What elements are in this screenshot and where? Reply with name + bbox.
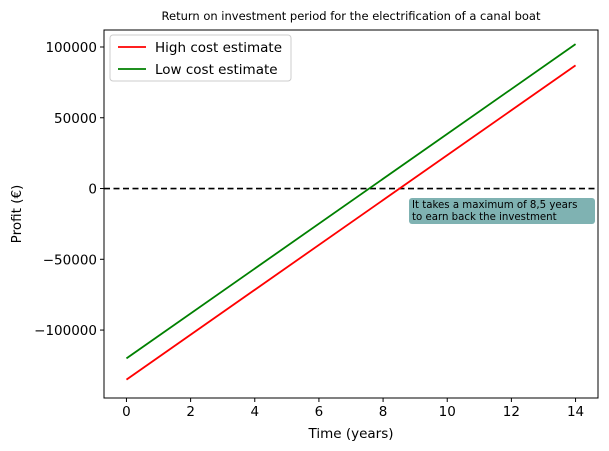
x-axis-title: Time (years) (307, 426, 393, 442)
chart-title: Return on investment period for the elec… (162, 9, 541, 23)
x-tick-label: 0 (122, 404, 131, 420)
annotation-line-2: to earn back the investment (412, 212, 557, 223)
y-tick-label: −100000 (34, 323, 97, 339)
series-layer (104, 43, 598, 381)
legend: High cost estimate Low cost estimate (109, 34, 292, 82)
axes-layer: 0 2 4 6 8 10 12 14 −100000 −50000 0 50000 100000 (34, 40, 584, 420)
annotation-line-1: It takes a maximum of 8,5 years (412, 200, 577, 211)
x-tick-label: 2 (186, 404, 195, 420)
y-tick-label: 0 (88, 182, 97, 198)
legend-box (109, 34, 292, 82)
y-tick-label: −50000 (43, 252, 97, 268)
legend-label-high-cost: High cost estimate (155, 40, 282, 56)
plot-frame (103, 29, 599, 399)
series-line-low-cost (125, 43, 577, 360)
x-tick-label: 14 (567, 404, 584, 420)
x-tick-label: 10 (439, 404, 456, 420)
x-tick-label: 4 (250, 404, 259, 420)
series-line-high-cost (125, 64, 577, 381)
annotation-box (409, 198, 595, 224)
x-tick-label: 12 (503, 404, 520, 420)
y-axis-title: Profit (€) (9, 185, 25, 244)
y-tick-label: 50000 (54, 111, 97, 127)
y-tick-label: 100000 (45, 40, 97, 56)
annotation: It takes a maximum of 8,5 years to earn … (409, 198, 595, 224)
legend-label-low-cost: Low cost estimate (155, 62, 278, 78)
x-tick-label: 8 (379, 404, 388, 420)
x-tick-label: 6 (315, 404, 324, 420)
